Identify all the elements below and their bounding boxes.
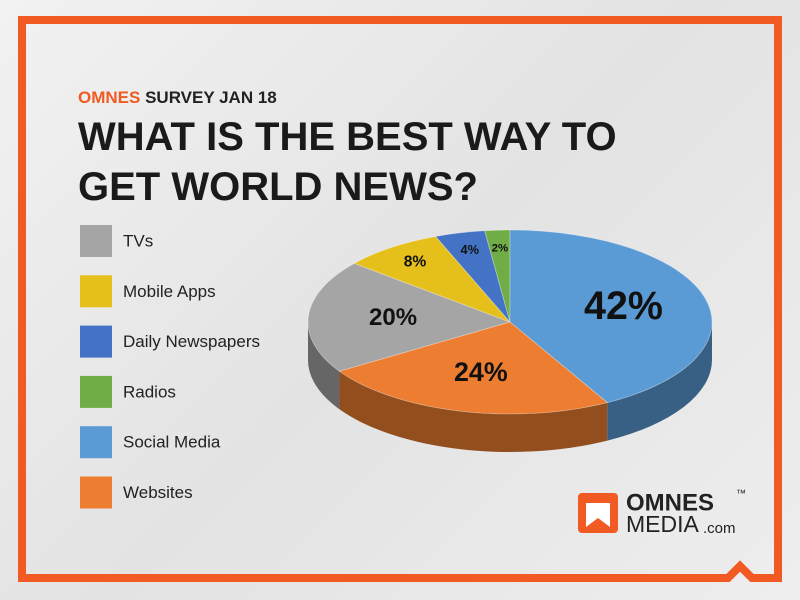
- legend-label: Radios: [123, 382, 176, 401]
- slice: [509, 229, 713, 404]
- legend-label: Daily Newspapers: [123, 332, 260, 351]
- legend-swatch: [80, 325, 112, 358]
- legend-label: Mobile Apps: [123, 282, 216, 301]
- value-label: 24%: [454, 357, 508, 387]
- legend-swatch: [80, 375, 112, 408]
- logo-line2: MEDIA: [626, 511, 700, 537]
- slice: [307, 262, 512, 372]
- value-label: 4%: [461, 242, 480, 257]
- legend-label: Social Media: [123, 433, 221, 452]
- legend-swatch: [80, 426, 112, 459]
- slice: [434, 230, 511, 323]
- pie-labels: 20% 8% 4% 2% 42% 24%: [369, 242, 663, 387]
- legend-label: Websites: [123, 483, 193, 502]
- slice: [353, 236, 511, 323]
- slice-side: [339, 371, 608, 452]
- logo-suffix: .com: [703, 520, 736, 537]
- logo: OMNES ™ MEDIA .com: [578, 489, 746, 537]
- brand: OMNES: [78, 88, 141, 107]
- slice: [338, 321, 609, 415]
- subtitle: OMNES SURVEY JAN 18: [78, 88, 277, 108]
- slice: [484, 229, 511, 323]
- value-label: 20%: [369, 304, 417, 331]
- logo-icon-cut: [586, 503, 610, 527]
- pie-sides: [308, 322, 712, 452]
- frame: [18, 16, 782, 582]
- slice-side: [607, 322, 712, 441]
- title: WHAT IS THE BEST WAY TO GET WORLD NEWS?: [78, 115, 617, 209]
- value-label: 2%: [492, 243, 508, 255]
- legend-label: TVs: [123, 231, 153, 250]
- value-label: 42%: [584, 284, 663, 328]
- value-label: 8%: [404, 254, 427, 271]
- logo-name: OMNES: [626, 489, 714, 516]
- legend-swatch: [80, 275, 112, 308]
- subtitle-text: SURVEY JAN 18: [145, 88, 277, 107]
- logo-tm: ™: [736, 489, 746, 500]
- slice-side: [308, 322, 340, 410]
- legend-swatch: [80, 225, 112, 257]
- legend-swatch: [80, 476, 112, 509]
- pie-tops: [307, 229, 713, 415]
